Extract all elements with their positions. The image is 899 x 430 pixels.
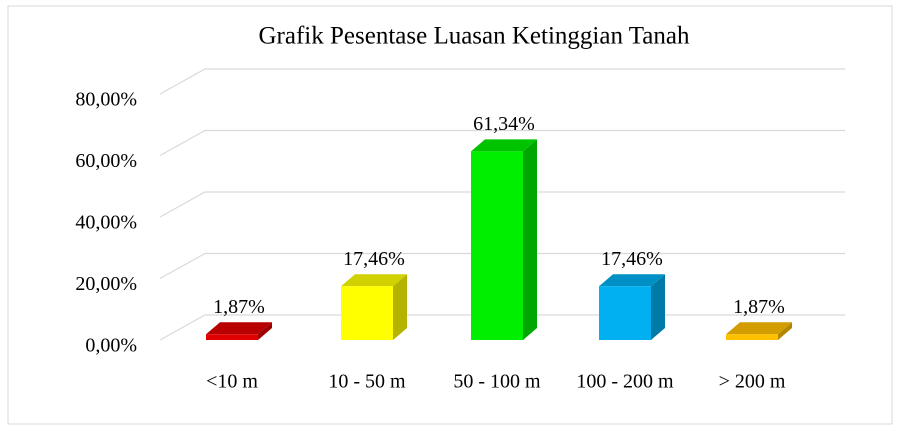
data-label: 17,46%	[601, 248, 663, 270]
grid-line	[159, 129, 845, 157]
x-tick-label: 10 - 50 m	[328, 371, 406, 393]
x-tick-label: 50 - 100 m	[453, 371, 541, 393]
chart-frame	[7, 5, 893, 425]
x-tick-label: 100 - 200 m	[576, 371, 674, 393]
bar	[726, 322, 792, 340]
bar-side	[523, 139, 537, 340]
bar	[599, 274, 665, 340]
bar	[471, 139, 537, 340]
bar-side	[393, 274, 407, 340]
y-tick-label: 60,00%	[75, 150, 137, 172]
data-label: 61,34%	[473, 113, 535, 135]
bar-side	[258, 322, 272, 340]
y-tick-label: 20,00%	[75, 273, 137, 295]
grid-line	[159, 252, 845, 280]
bar-top	[599, 274, 665, 287]
bar-top	[206, 322, 272, 335]
bar-front	[206, 334, 258, 340]
bar	[341, 274, 407, 340]
bar-front	[599, 286, 651, 340]
chart-title: Grafik Pesentase Luasan Ketinggian Tanah	[259, 23, 690, 50]
bar-top	[726, 322, 792, 335]
bar-top	[341, 274, 407, 287]
x-tick-label: <10 m	[206, 371, 258, 393]
bar-front	[341, 286, 393, 340]
bar-front	[726, 334, 778, 340]
x-tick-label: > 200 m	[719, 371, 786, 393]
y-tick-label: 40,00%	[75, 212, 137, 234]
y-tick-label: 80,00%	[75, 89, 137, 111]
y-tick-label: 0,00%	[85, 335, 137, 357]
bar-front	[471, 151, 523, 340]
bar-side	[778, 322, 792, 340]
bar-side	[651, 274, 665, 340]
data-label: 1,87%	[733, 296, 785, 318]
bar-top	[471, 139, 537, 152]
bar	[206, 322, 272, 340]
data-label: 1,87%	[213, 296, 265, 318]
grid-line	[159, 68, 845, 95]
data-label: 17,46%	[343, 248, 405, 270]
grid-line	[159, 191, 845, 218]
